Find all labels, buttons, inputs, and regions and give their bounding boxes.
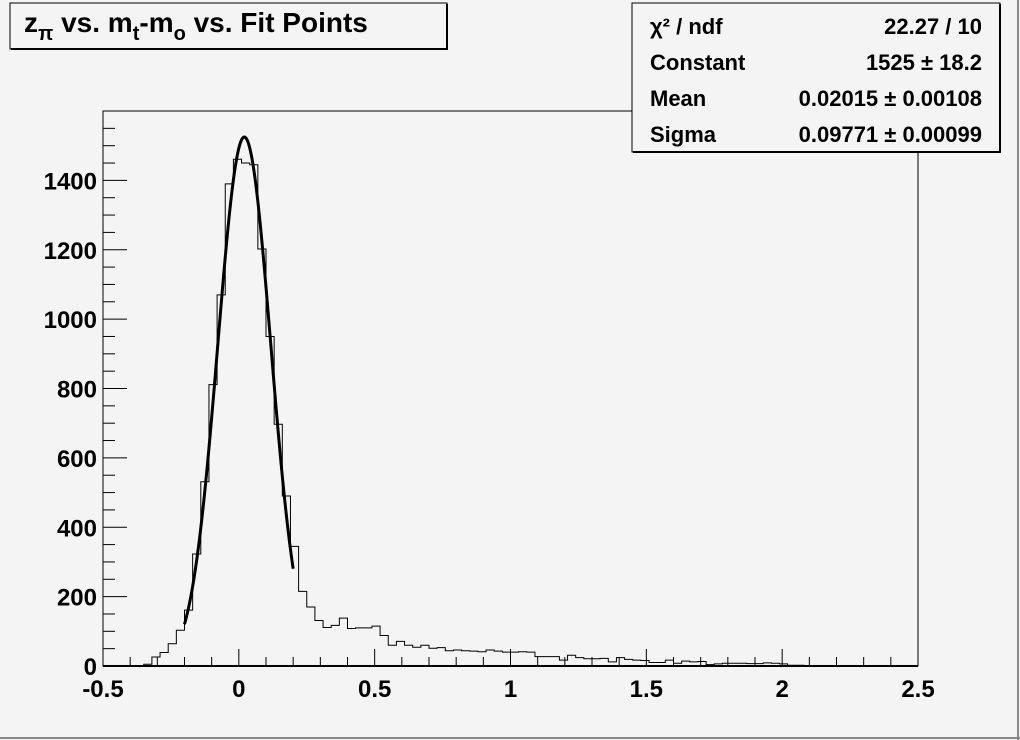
x-tick-label: 0.5 [358, 676, 391, 703]
x-tick-label: 0 [232, 676, 245, 703]
title-part: o [174, 23, 186, 45]
y-tick-label: 400 [57, 515, 97, 542]
title-part: t [133, 23, 140, 45]
y-tick-label: 200 [57, 585, 97, 612]
y-tick-label: 1400 [44, 168, 97, 195]
x-tick-label: -0.5 [82, 676, 123, 703]
stats-value: 1525 ± 18.2 [866, 50, 982, 75]
title-part: z [24, 7, 38, 38]
title-part: vs. Fit Points [186, 7, 368, 38]
stats-label: χ² / ndf [650, 14, 723, 39]
title-part: π [38, 23, 53, 45]
x-axis-tick-labels: -0.5 0 0.5 1 1.5 2 2.5 [82, 676, 934, 703]
stats-label: Constant [650, 50, 746, 75]
y-tick-label: 0 [84, 654, 97, 681]
title-part: vs. m [53, 7, 132, 38]
x-tick-label: 1 [504, 676, 517, 703]
y-tick-label: 1000 [44, 307, 97, 334]
stats-box: χ² / ndf 22.27 / 10 Constant 1525 ± 18.2 Mea… [631, 2, 1001, 153]
stats-value: 0.02015 ± 0.00108 [799, 86, 982, 111]
x-tick-label: 2 [775, 676, 788, 703]
y-axis-tick-labels: 0 200 400 600 800 1000 1200 1400 [44, 168, 97, 681]
x-tick-label: 2.5 [901, 676, 934, 703]
y-tick-label: 800 [57, 377, 97, 404]
stats-label: Mean [650, 86, 706, 111]
stats-value: 0.09771 ± 0.00099 [799, 122, 982, 147]
gaussian-fit-curve [183, 135, 295, 625]
stats-label: Sigma [650, 122, 717, 147]
y-tick-label: 600 [57, 446, 97, 473]
chart-title: zπ vs. mt-mo vs. Fit Points [24, 7, 368, 45]
histogram-outline [103, 158, 918, 667]
title-box: zπ vs. mt-mo vs. Fit Points [9, 2, 448, 50]
title-part: -m [139, 7, 173, 38]
stats-value: 22.27 / 10 [884, 14, 982, 39]
x-tick-label: 1.5 [630, 676, 663, 703]
y-tick-label: 1200 [44, 238, 97, 265]
